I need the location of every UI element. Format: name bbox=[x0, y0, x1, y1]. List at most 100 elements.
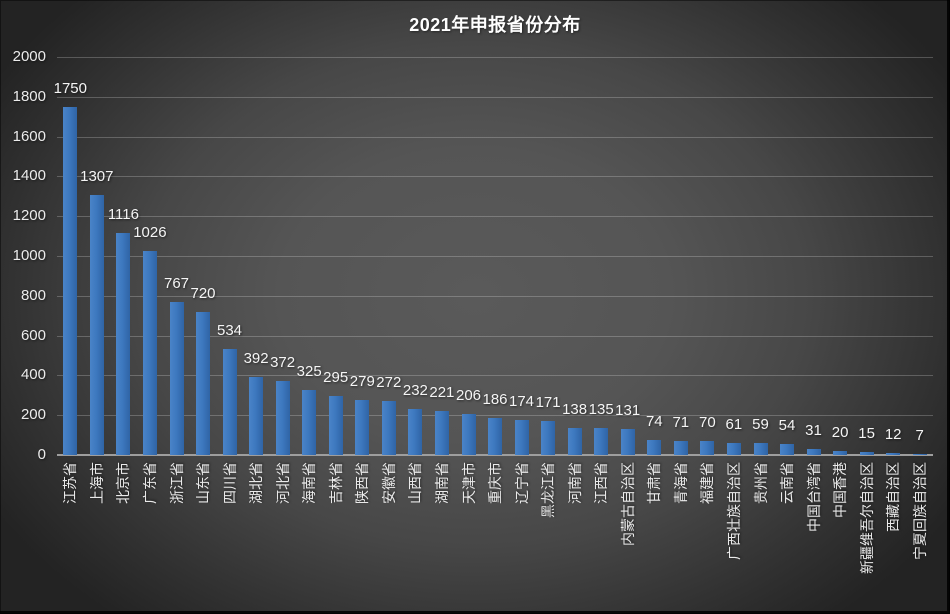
bar-中国台湾省 bbox=[806, 448, 821, 455]
bar-value-label: 7 bbox=[915, 426, 924, 444]
bar-value-label: 221 bbox=[429, 384, 455, 401]
x-axis-label: 云南省 bbox=[779, 462, 795, 504]
x-axis-label: 青海省 bbox=[672, 462, 689, 504]
gridline bbox=[57, 176, 933, 178]
chart-title: 2021年申报省份分布 bbox=[409, 15, 581, 35]
bar-山东省 bbox=[196, 311, 210, 455]
bar-value-label: 372 bbox=[270, 354, 296, 371]
y-axis-tick-label: 2000 bbox=[12, 48, 46, 65]
bar-福建省 bbox=[700, 441, 715, 455]
gridline bbox=[57, 256, 933, 257]
bar-value-label: 392 bbox=[243, 350, 269, 367]
bar-江西省 bbox=[594, 428, 609, 455]
x-axis-label: 新疆维吾尔自治区 bbox=[858, 462, 875, 574]
bar-浙江省 bbox=[169, 302, 184, 455]
bar-value-label: 1307 bbox=[80, 167, 114, 185]
bar-value-label: 59 bbox=[752, 416, 769, 434]
x-axis-label: 江苏省 bbox=[62, 462, 79, 504]
bar-陕西省 bbox=[355, 399, 370, 455]
y-axis-tick-label: 800 bbox=[20, 286, 46, 304]
x-axis-label: 上海市 bbox=[88, 462, 105, 504]
bar-甘肃省 bbox=[647, 440, 662, 455]
gridline bbox=[57, 375, 933, 377]
bar-value-label: 1116 bbox=[107, 205, 139, 223]
x-axis-label: 北京市 bbox=[115, 462, 132, 504]
bar-广西壮族自治区 bbox=[726, 442, 741, 455]
x-axis-label: 广西壮族自治区 bbox=[725, 462, 742, 560]
bar-中国香港 bbox=[833, 451, 848, 455]
y-axis-tick-label: 1600 bbox=[12, 127, 46, 145]
bar-北京市 bbox=[116, 232, 131, 455]
bar-青海省 bbox=[673, 440, 688, 455]
bar-河南省 bbox=[567, 427, 582, 455]
x-axis-label: 广东省 bbox=[141, 462, 158, 504]
bar-江苏省 bbox=[63, 106, 78, 456]
bar-安徽省 bbox=[381, 400, 396, 455]
bar-value-label: 767 bbox=[163, 275, 190, 293]
x-axis-label: 湖北省 bbox=[248, 462, 265, 504]
x-axis-label: 黑龙江省 bbox=[540, 462, 557, 518]
x-axis-label: 吉林省 bbox=[327, 462, 344, 504]
bar-广东省 bbox=[142, 250, 157, 455]
bar-云南省 bbox=[780, 444, 794, 455]
bar-重庆市 bbox=[488, 418, 502, 455]
gridline bbox=[57, 295, 933, 297]
x-axis-label: 山西省 bbox=[407, 462, 424, 504]
bar-宁夏回族自治区 bbox=[912, 453, 927, 455]
bar-海南省 bbox=[302, 390, 317, 455]
x-axis-label: 中国香港 bbox=[832, 462, 849, 518]
bar-value-label: 61 bbox=[725, 415, 743, 433]
x-axis-label: 山东省 bbox=[195, 462, 211, 504]
gridline bbox=[57, 335, 933, 337]
x-axis-label: 江西省 bbox=[593, 462, 610, 504]
bar-value-label: 74 bbox=[645, 413, 663, 431]
bar-value-label: 71 bbox=[672, 413, 690, 431]
x-axis-label: 西藏自治区 bbox=[885, 462, 902, 532]
bar-value-label: 171 bbox=[535, 394, 561, 411]
gridline bbox=[57, 96, 933, 98]
x-axis-label: 贵州省 bbox=[752, 462, 769, 504]
bar-value-label: 232 bbox=[402, 381, 428, 399]
bar-value-label: 720 bbox=[190, 284, 216, 302]
y-axis-tick-label: 200 bbox=[20, 406, 46, 424]
bar-value-label: 206 bbox=[455, 387, 482, 404]
bar-value-label: 272 bbox=[376, 373, 402, 391]
bar-value-label: 186 bbox=[482, 391, 508, 408]
x-axis-label: 重庆市 bbox=[487, 462, 503, 504]
x-axis-label: 辽宁省 bbox=[513, 462, 530, 504]
bar-上海市 bbox=[89, 194, 104, 455]
bar-value-label: 12 bbox=[884, 425, 902, 443]
gridline bbox=[57, 415, 933, 417]
bar-value-label: 1750 bbox=[53, 79, 87, 97]
x-axis-label: 中国台湾省 bbox=[805, 462, 822, 532]
gridline bbox=[57, 136, 933, 138]
x-axis-line bbox=[57, 454, 933, 456]
bar-内蒙古自治区 bbox=[620, 428, 635, 455]
bar-value-label: 138 bbox=[562, 400, 588, 418]
bar-天津市 bbox=[461, 414, 476, 455]
bar-贵州省 bbox=[753, 443, 768, 455]
bar-value-label: 279 bbox=[349, 372, 375, 390]
bar-value-label: 15 bbox=[858, 425, 875, 442]
y-axis-tick-label: 0 bbox=[37, 446, 46, 463]
bar-value-label: 20 bbox=[831, 424, 849, 441]
y-axis-tick-label: 600 bbox=[20, 326, 46, 344]
bar-四川省 bbox=[222, 348, 237, 455]
x-axis-label: 陕西省 bbox=[354, 462, 371, 504]
bar-value-label: 131 bbox=[615, 401, 641, 419]
x-axis-label: 湖南省 bbox=[433, 462, 450, 504]
bar-value-label: 54 bbox=[778, 417, 796, 435]
bar-湖南省 bbox=[434, 411, 449, 455]
bar-河北省 bbox=[275, 381, 290, 455]
x-axis-label: 河北省 bbox=[274, 462, 291, 504]
bar-吉林省 bbox=[328, 396, 343, 455]
y-axis-tick-label: 400 bbox=[20, 366, 46, 384]
x-axis-label: 四川省 bbox=[221, 462, 238, 504]
bar-value-label: 174 bbox=[508, 393, 535, 411]
bar-辽宁省 bbox=[514, 420, 529, 455]
y-axis-tick-label: 1000 bbox=[12, 247, 46, 264]
x-axis-label: 海南省 bbox=[301, 462, 318, 504]
x-axis-label: 宁夏回族自治区 bbox=[911, 462, 928, 560]
bar-新疆维吾尔自治区 bbox=[859, 452, 874, 455]
